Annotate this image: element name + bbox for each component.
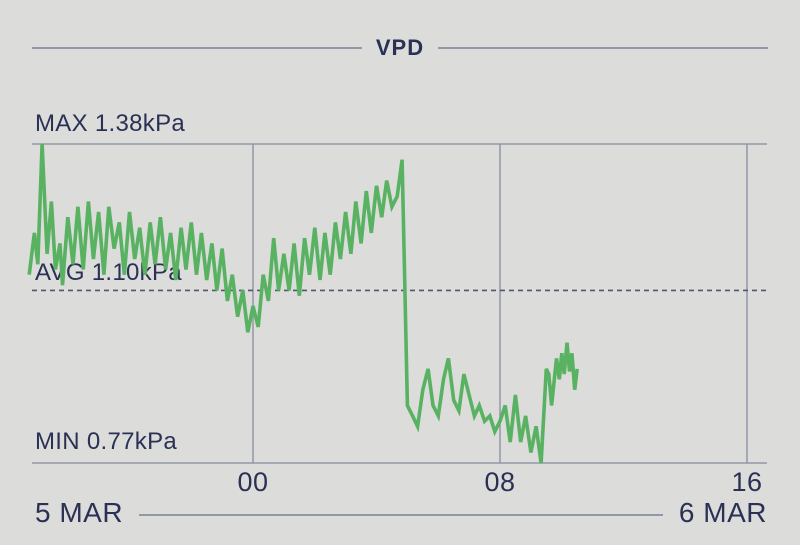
end-date-label: 6 MAR [678,497,767,528]
vpd-series-line [27,143,579,464]
title-rule-right [438,47,768,49]
start-date-label: 5 MAR [35,497,124,528]
date-range-footer: 5 MAR 6 MAR [35,497,767,528]
x-tick-label-16: 16 [731,467,763,497]
page-title: VPD [375,35,425,60]
min-value-label: MIN 0.77kPa [35,428,178,455]
footer-rule [139,514,663,516]
x-tick-label-08: 08 [484,467,516,497]
title-rule-left [32,47,362,49]
avg-value-label: AVG 1.10kPa [35,259,182,286]
x-tick-label-00: 00 [237,467,269,497]
max-value-label: MAX 1.38kPa [35,110,186,137]
chart-header: VPD [32,35,768,60]
